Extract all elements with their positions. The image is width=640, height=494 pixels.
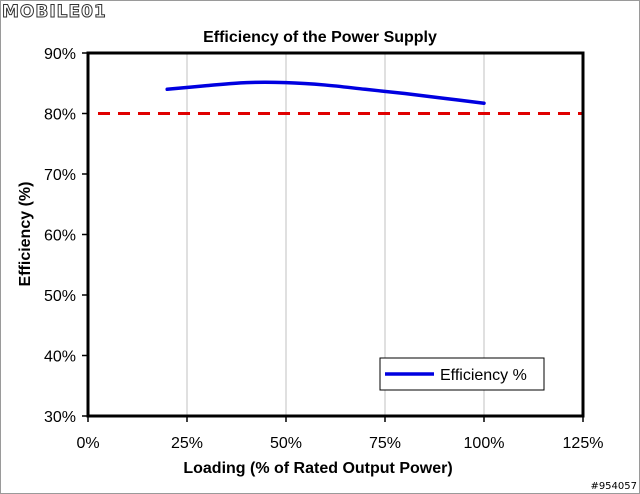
- x-tick-labels: 0% 25% 50% 75% 100% 125%: [76, 416, 603, 452]
- y-tick-label: 70%: [44, 167, 76, 184]
- efficiency-series-line: [165, 80, 486, 105]
- y-axis-title: Efficiency (%): [17, 182, 34, 287]
- watermark-logo: MOBILE01: [2, 2, 107, 23]
- y-tick-label: 90%: [44, 46, 76, 63]
- y-tick-label: 40%: [44, 349, 76, 366]
- y-tick-label: 80%: [44, 107, 76, 124]
- x-axis-title: Loading (% of Rated Output Power): [183, 460, 452, 477]
- y-tick-label: 60%: [44, 228, 76, 245]
- y-tick-label: 30%: [44, 409, 76, 426]
- x-tick-label: 100%: [464, 435, 505, 452]
- legend-label-efficiency: Efficiency %: [440, 367, 527, 384]
- x-tick-label: 125%: [563, 435, 604, 452]
- x-tick-label: 25%: [171, 435, 203, 452]
- y-tick-label: 50%: [44, 288, 76, 305]
- x-tick-label: 75%: [369, 435, 401, 452]
- image-id-label: #954057: [590, 481, 637, 492]
- legend: Efficiency %: [379, 357, 545, 391]
- y-tick-labels: 30% 40% 50% 60% 70% 80% 90%: [44, 46, 88, 426]
- chart-title: Efficiency of the Power Supply: [203, 29, 437, 46]
- x-tick-label: 0%: [76, 435, 99, 452]
- x-tick-label: 50%: [270, 435, 302, 452]
